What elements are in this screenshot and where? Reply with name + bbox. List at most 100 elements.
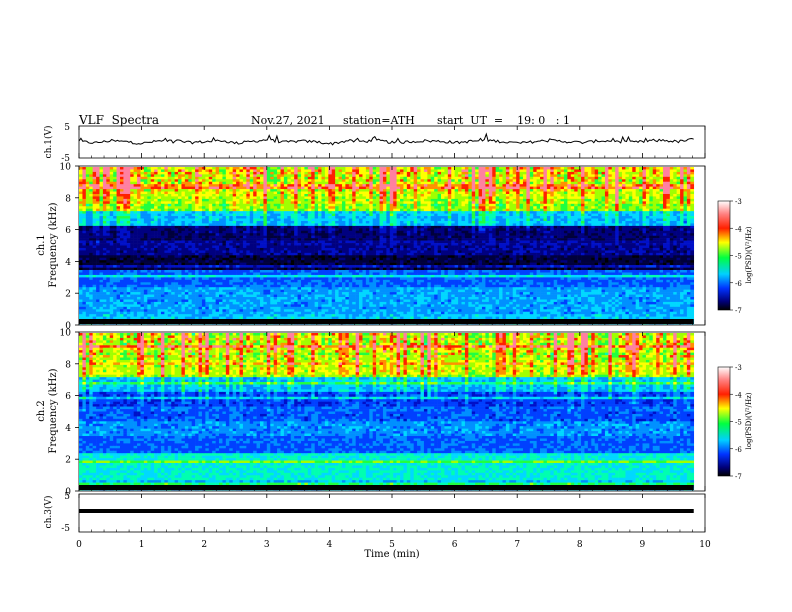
- spectrogram-cell: [82, 216, 86, 219]
- spectrogram-cell: [362, 167, 366, 170]
- spectrogram-cell: [257, 199, 261, 202]
- spectrogram-cell: [99, 223, 103, 226]
- spectrogram-cell: [393, 174, 397, 177]
- spectrogram-cell: [465, 189, 469, 192]
- spectrogram-cell: [315, 223, 319, 226]
- spectrogram-cell: [530, 231, 534, 234]
- spectrogram-cell: [359, 182, 363, 185]
- spectrogram-cell: [492, 211, 496, 214]
- spectrogram-cell: [663, 172, 667, 175]
- spectrogram-cell: [475, 189, 479, 192]
- spectrogram-cell: [502, 216, 506, 219]
- spectrogram-cell: [178, 228, 182, 231]
- spectrogram-cell: [117, 216, 121, 219]
- spectrogram-cell: [110, 209, 114, 212]
- spectrogram-cell: [690, 184, 694, 187]
- spectrogram-cell: [530, 209, 534, 212]
- spectrogram-cell: [328, 182, 332, 185]
- spectrogram-cell: [147, 177, 151, 180]
- spectrogram-cell: [516, 187, 520, 190]
- spectrogram-cell: [397, 204, 401, 207]
- spectrogram-cell: [687, 226, 691, 229]
- spectrogram-cell: [625, 192, 629, 195]
- spectrogram-cell: [554, 169, 558, 172]
- spectrogram-cell: [397, 206, 401, 209]
- spectrogram-cell: [393, 194, 397, 197]
- spectrogram-cell: [598, 211, 602, 214]
- spectrogram-cell: [434, 189, 438, 192]
- spectrogram-cell: [475, 192, 479, 195]
- spectrogram-cell: [349, 182, 353, 185]
- spectrogram-cell: [373, 199, 377, 202]
- spectrogram-cell: [304, 216, 308, 219]
- spectrogram-cell: [520, 233, 524, 236]
- spectrogram-cell: [540, 223, 544, 226]
- spectrogram-cell: [677, 201, 681, 204]
- spectrogram-cell: [390, 172, 394, 175]
- spectrogram-cell: [502, 192, 506, 195]
- spectrogram-cell: [117, 192, 121, 195]
- spectrogram-cell: [342, 169, 346, 172]
- spectrogram-cell: [164, 177, 168, 180]
- spectrogram-cell: [407, 169, 411, 172]
- spectrogram-cell: [458, 228, 462, 231]
- spectrogram-cell: [578, 177, 582, 180]
- spectrogram-cell: [376, 223, 380, 226]
- spectrogram-cell: [427, 216, 431, 219]
- spectrogram-cell: [216, 192, 220, 195]
- spectrogram-cell: [140, 214, 144, 217]
- spectrogram-cell: [472, 169, 476, 172]
- spectrogram-cell: [643, 226, 647, 229]
- spectrogram-cell: [376, 204, 380, 207]
- spectrogram-cell: [325, 214, 329, 217]
- spectrogram-cell: [482, 199, 486, 202]
- spectrogram-cell: [646, 194, 650, 197]
- spectrogram-cell: [349, 189, 353, 192]
- spectrogram-cell: [274, 182, 278, 185]
- spectrogram-cell: [543, 219, 547, 222]
- spectrogram-cell: [554, 172, 558, 175]
- spectrogram-cell: [144, 179, 148, 182]
- spectrogram-cell: [479, 174, 483, 177]
- spectrogram-cell: [243, 204, 247, 207]
- spectrogram-cell: [636, 221, 640, 224]
- spectrogram-cell: [632, 199, 636, 202]
- spectrogram-cell: [578, 189, 582, 192]
- spectrogram-cell: [260, 228, 264, 231]
- spectrogram-cell: [263, 196, 267, 199]
- spectrogram-cell: [431, 169, 435, 172]
- spectrogram-cell: [137, 167, 141, 170]
- spectrogram-cell: [205, 204, 209, 207]
- spectrogram-cell: [216, 187, 220, 190]
- spectrogram-cell: [424, 221, 428, 224]
- spectrogram-cell: [86, 184, 90, 187]
- spectrogram-cell: [287, 221, 291, 224]
- spectrogram-cell: [475, 167, 479, 170]
- spectrogram-cell: [253, 194, 257, 197]
- spectrogram-cell: [451, 189, 455, 192]
- spectrogram-cell: [93, 221, 97, 224]
- spectrogram-cell: [537, 204, 541, 207]
- spectrogram-cell: [608, 223, 612, 226]
- spectrogram-cell: [335, 167, 339, 170]
- spectrogram-cell: [168, 228, 172, 231]
- spectrogram-cell: [359, 231, 363, 234]
- spectrogram-cell: [444, 223, 448, 226]
- spectrogram-cell: [397, 223, 401, 226]
- spectrogram-cell: [127, 228, 131, 231]
- spectrogram-cell: [571, 226, 575, 229]
- spectrogram-cell: [390, 233, 394, 236]
- spectrogram-cell: [670, 182, 674, 185]
- spectrogram-cell: [246, 209, 250, 212]
- spectrogram-cell: [366, 206, 370, 209]
- spectrogram-cell: [574, 214, 578, 217]
- spectrogram-cell: [468, 194, 472, 197]
- spectrogram-cell: [339, 172, 343, 175]
- spectrogram-cell: [311, 231, 315, 234]
- spectrogram-cell: [516, 201, 520, 204]
- spectrogram-cell: [222, 182, 226, 185]
- spectrogram-cell: [304, 169, 308, 172]
- spectrogram-cell: [315, 216, 319, 219]
- spectrogram-cell: [243, 211, 247, 214]
- spectrogram-cell: [554, 187, 558, 190]
